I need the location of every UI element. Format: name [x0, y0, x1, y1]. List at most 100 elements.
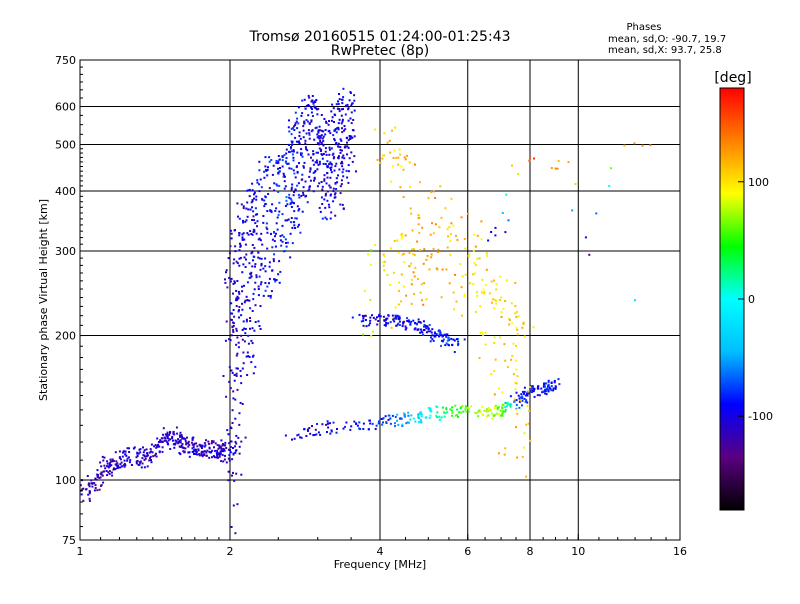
scatter-point: [326, 190, 329, 193]
scatter-point: [259, 328, 262, 330]
scatter-point: [196, 445, 199, 448]
scatter-point: [292, 221, 295, 224]
scatter-point: [311, 108, 313, 110]
scatter-point: [480, 331, 483, 334]
scatter-point: [337, 126, 340, 129]
scatter-point: [460, 314, 463, 317]
scatter-point: [487, 410, 490, 413]
scatter-point: [272, 164, 275, 167]
scatter-point: [320, 148, 323, 151]
scatter-point: [423, 325, 425, 328]
scatter-point: [223, 449, 226, 452]
scatter-point: [232, 453, 235, 456]
scatter-point: [530, 390, 533, 392]
scatter-point: [347, 107, 350, 110]
scatter-point: [124, 453, 127, 456]
scatter-point: [511, 322, 514, 325]
scatter-point: [289, 147, 292, 150]
scatter-point: [394, 126, 397, 129]
scatter-point: [464, 273, 467, 276]
scatter-point: [415, 323, 418, 326]
scatter-point: [155, 452, 157, 455]
scatter-point: [298, 140, 300, 143]
scatter-point: [339, 203, 342, 206]
scatter-point: [281, 159, 284, 162]
scatter-point: [224, 278, 226, 281]
scatter-point: [244, 332, 247, 335]
scatter-point: [369, 319, 372, 322]
scatter-point: [257, 285, 260, 288]
scatter-point: [103, 456, 106, 459]
scatter-point: [506, 401, 509, 404]
scatter-point: [514, 381, 517, 384]
scatter-point: [329, 176, 332, 179]
scatter-point: [395, 316, 397, 318]
scatter-point: [278, 201, 281, 204]
scatter-point: [309, 432, 312, 435]
scatter-point: [315, 159, 318, 162]
scatter-point: [350, 111, 353, 114]
scatter-point: [340, 122, 343, 125]
scatter-point: [355, 170, 357, 173]
scatter-point: [293, 202, 295, 205]
scatter-point: [240, 440, 243, 443]
scatter-point: [205, 439, 207, 442]
scatter-point: [304, 107, 307, 110]
scatter-point: [495, 283, 498, 286]
scatter-point: [504, 359, 507, 362]
scatter-point: [235, 305, 238, 307]
scatter-point: [465, 410, 468, 413]
scatter-point: [355, 423, 358, 425]
scatter-point: [325, 192, 327, 195]
scatter-point: [312, 153, 315, 155]
scatter-point: [350, 151, 353, 154]
scatter-point: [254, 222, 257, 225]
scatter-point: [181, 437, 184, 440]
scatter-point: [148, 459, 151, 462]
scatter-point: [160, 437, 163, 440]
scatter-point: [494, 226, 497, 229]
scatter-point: [236, 295, 239, 298]
scatter-point: [476, 412, 479, 415]
scatter-point: [233, 379, 236, 382]
scatter-point: [168, 433, 171, 436]
scatter-point: [338, 155, 340, 158]
scatter-point: [413, 248, 415, 251]
scatter-point: [436, 411, 439, 414]
scatter-point: [334, 128, 337, 130]
scatter-point: [493, 342, 496, 344]
scatter-point: [273, 182, 276, 185]
scatter-point: [266, 247, 269, 250]
scatter-point: [297, 182, 300, 185]
scatter-point: [346, 137, 349, 140]
scatter-point: [268, 187, 271, 190]
scatter-point: [139, 451, 142, 454]
scatter-point: [250, 275, 253, 278]
scatter-point: [320, 181, 323, 183]
scatter-point: [93, 482, 96, 485]
scatter-point: [156, 437, 159, 440]
scatter-point: [429, 233, 432, 236]
scatter-point: [500, 296, 503, 299]
scatter-point: [494, 234, 497, 237]
scatter-point: [400, 165, 403, 168]
scatter-point: [499, 336, 501, 339]
scatter-point: [410, 302, 413, 305]
scatter-point: [344, 104, 347, 107]
scatter-point: [192, 446, 195, 449]
scatter-point: [529, 386, 532, 389]
scatter-point: [388, 283, 391, 286]
scatter-point: [442, 338, 445, 341]
scatter-point: [335, 431, 338, 434]
scatter-point: [392, 318, 395, 321]
scatter-point: [298, 135, 301, 137]
scatter-point: [348, 157, 351, 160]
scatter-point: [135, 456, 138, 459]
scatter-point: [327, 165, 330, 168]
scatter-point: [520, 393, 523, 396]
scatter-point: [239, 375, 242, 378]
scatter-point: [235, 372, 238, 375]
scatter-point: [522, 321, 525, 324]
scatter-point: [257, 288, 260, 290]
scatter-point: [100, 484, 102, 487]
